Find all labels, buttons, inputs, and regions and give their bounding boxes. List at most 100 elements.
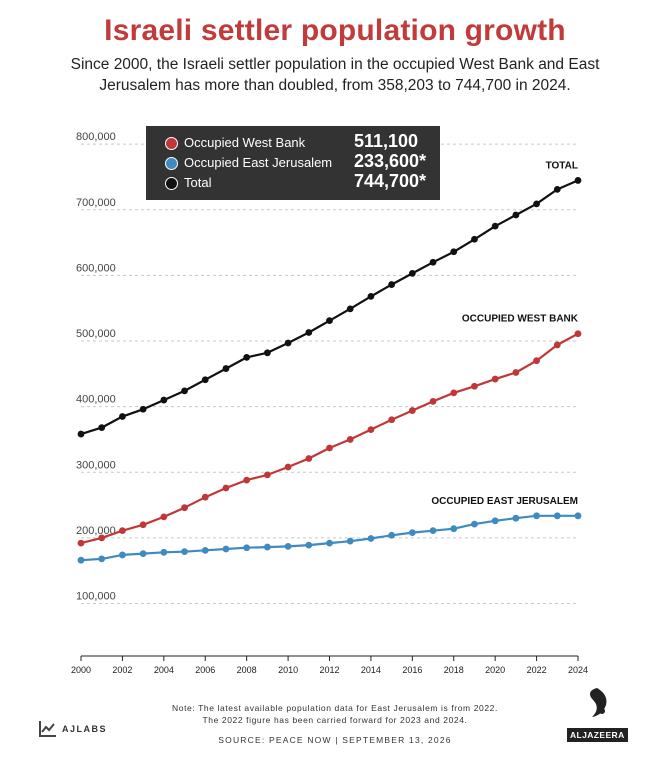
total-point <box>450 248 458 256</box>
total-point <box>139 405 147 413</box>
legend-value: 744,700* <box>354 171 427 191</box>
occupied-east-jerusalem-point <box>263 543 271 551</box>
occupied-west-bank-point <box>367 426 375 433</box>
occupied-west-bank-point <box>243 476 251 484</box>
total-point <box>243 354 251 361</box>
occupied-east-jerusalem-point <box>305 541 313 549</box>
total-point <box>98 424 106 432</box>
x-tick-label: 2014 <box>361 665 381 675</box>
occupied-east-jerusalem-point <box>491 517 499 525</box>
aljazeera-logo: ALJAZEERA <box>567 686 628 743</box>
total-point <box>491 222 499 230</box>
legend-label: Occupied West Bank <box>184 135 306 150</box>
x-tick-label: 2012 <box>319 665 339 675</box>
legend: Occupied West Bank 511,100 Occupied East… <box>146 126 440 200</box>
ajlabs-logo: AJLABS <box>38 720 107 738</box>
occupied-west-bank-point <box>512 369 520 376</box>
occupied-east-jerusalem-point <box>574 512 582 520</box>
occupied-west-bank-line <box>80 332 579 545</box>
y-tick-label: 300,000 <box>76 459 116 471</box>
total-point <box>201 376 209 384</box>
occupied-west-bank-point <box>346 436 354 443</box>
x-tick-label: 2004 <box>154 665 174 675</box>
y-tick-label: 400,000 <box>76 394 116 406</box>
occupied-west-bank-point <box>160 513 168 521</box>
total-point <box>533 200 540 208</box>
occupied-west-bank-point <box>201 493 209 501</box>
chart-subtitle: Since 2000, the Israeli settler populati… <box>70 56 600 94</box>
occupied-east-jerusalem-point <box>346 537 354 545</box>
total-point <box>284 339 292 347</box>
total-point <box>326 317 333 325</box>
total-point <box>471 235 478 243</box>
total-point <box>222 365 230 372</box>
x-tick-label: 2002 <box>112 665 132 675</box>
total-point <box>119 413 126 420</box>
x-tick-label: 2016 <box>402 665 422 675</box>
x-tick-label: 2008 <box>237 665 257 675</box>
footnote-line-2: The 2022 figure has been carried forward… <box>202 715 468 725</box>
total-point <box>263 349 271 357</box>
total-point <box>160 396 168 404</box>
occupied-west-bank-point <box>305 455 313 462</box>
x-tick-label: 2020 <box>485 665 505 675</box>
occupied-east-jerusalem-point <box>553 512 561 520</box>
occupied-east-jerusalem-point <box>471 520 478 528</box>
occupied-east-jerusalem-point <box>77 556 85 564</box>
footnote-line-1: Note: The latest available population da… <box>172 703 498 713</box>
occupied-east-jerusalem-point <box>408 529 416 537</box>
total-point <box>574 177 582 184</box>
total-dot-icon <box>165 177 178 190</box>
x-tick-label: 2024 <box>568 665 588 675</box>
occupied-east-jerusalem-point <box>160 548 168 556</box>
occupied-east-jerusalem-point <box>98 555 106 563</box>
legend-item-east-jerusalem: Occupied East Jerusalem 233,600* <box>146 151 440 174</box>
footnote: Note: The latest available population da… <box>0 702 670 726</box>
occupied-east-jerusalem-point <box>326 539 333 547</box>
legend-label: Total <box>184 175 212 190</box>
occupied-east-jerusalem-point <box>367 535 375 542</box>
y-tick-label: 200,000 <box>76 525 116 537</box>
occupied-west-bank-point <box>491 375 499 383</box>
total-point <box>77 430 85 438</box>
total-point <box>429 258 437 266</box>
occupied-east-jerusalem-point <box>388 531 396 539</box>
y-tick-label: 600,000 <box>76 262 116 274</box>
total-point <box>512 211 520 219</box>
legend-item-total: Total 744,700* <box>146 171 440 194</box>
occupied-west-bank-point <box>77 539 85 547</box>
occupied-east-jerusalem-point <box>429 527 437 535</box>
legend-value: 233,600* <box>354 151 427 171</box>
occupied-west-bank-point <box>429 397 437 405</box>
total-point <box>346 305 354 313</box>
chart-title: Israeli settler population growth <box>104 14 566 47</box>
occupied-west-bank-point <box>450 389 458 397</box>
x-tick-label: 2018 <box>444 665 464 675</box>
occupied-west-bank-point <box>553 341 561 349</box>
ajlabs-label: AJLABS <box>62 724 108 734</box>
source-line: SOURCE: PEACE NOW | SEPTEMBER 13, 2026 <box>218 735 452 745</box>
occupied-west-bank-point <box>119 527 126 535</box>
east-jerusalem-dot-icon <box>165 157 178 170</box>
west-bank-dot-icon <box>165 137 178 150</box>
aljazeera-emblem-icon <box>590 688 607 717</box>
occupied-west-bank-point <box>222 484 230 492</box>
total-point <box>305 329 313 336</box>
total-point <box>367 292 375 300</box>
occupied-east-jerusalem-point <box>533 512 540 520</box>
occupied-east-jerusalem-point <box>139 550 147 558</box>
occupied-west-bank-point <box>263 471 271 479</box>
occupied-east-jerusalem-point <box>512 514 520 522</box>
y-tick-label: 100,000 <box>76 591 116 603</box>
y-tick-label: 800,000 <box>76 131 116 143</box>
x-tick-label: 2006 <box>195 665 215 675</box>
ajlabs-chart-icon <box>39 721 56 737</box>
occupied-west-bank-point <box>98 534 106 542</box>
occupied-east-jerusalem-point <box>181 548 188 556</box>
y-tick-label: 700,000 <box>76 197 116 209</box>
x-tick-label: 2010 <box>278 665 298 675</box>
total-point <box>553 186 561 193</box>
occupied-west-bank-point <box>388 416 396 424</box>
occupied-east-jerusalem-series-label: OCCUPIED EAST JERUSALEM <box>431 496 578 507</box>
